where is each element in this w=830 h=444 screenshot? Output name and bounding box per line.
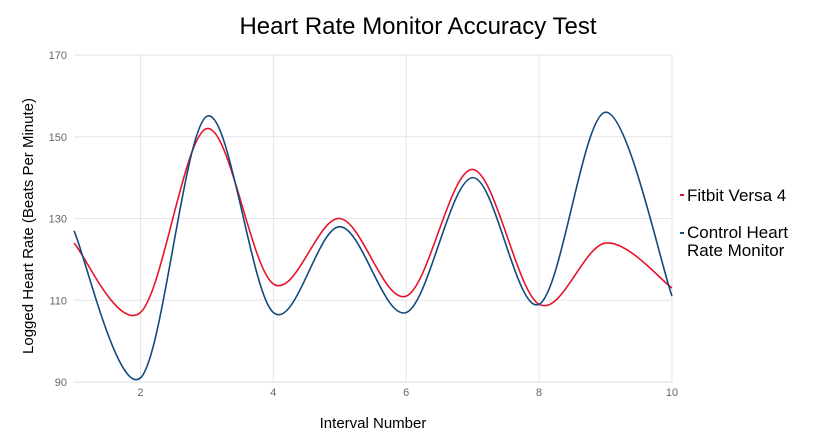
- x-tick-label: 10: [666, 387, 678, 399]
- series-line-fitbit: [73, 127, 673, 317]
- legend-label: Control Heart Rate Monitor: [687, 223, 793, 260]
- y-tick-label: 130: [49, 214, 67, 226]
- series-lines: [73, 111, 673, 381]
- y-tick-label: 90: [55, 377, 67, 389]
- legend-label-line: Rate Monitor: [687, 241, 785, 260]
- y-axis-ticks: 90 110 130 150 170: [49, 50, 67, 389]
- x-tick-label: 2: [137, 387, 143, 399]
- gridlines: [74, 54, 673, 383]
- series-line-control: [73, 111, 673, 381]
- x-tick-label: 4: [270, 387, 276, 399]
- y-tick-label: 150: [49, 132, 67, 144]
- chart-title: Heart Rate Monitor Accuracy Test: [239, 13, 596, 40]
- legend-label: Fitbit Versa 4: [687, 186, 786, 205]
- x-axis-ticks: 2 4 6 8 10: [137, 387, 678, 399]
- x-tick-label: 8: [536, 387, 542, 399]
- legend-item-control[interactable]: Control Heart Rate Monitor: [680, 223, 793, 260]
- y-tick-label: 110: [49, 295, 67, 307]
- legend-item-fitbit[interactable]: Fitbit Versa 4: [680, 186, 786, 205]
- x-tick-label: 6: [403, 387, 409, 399]
- y-tick-label: 170: [49, 50, 67, 62]
- legend: Fitbit Versa 4 Control Heart Rate Monito…: [680, 186, 793, 260]
- x-axis-label: Interval Number: [320, 415, 427, 432]
- y-axis-label: Logged Heart Rate (Beats Per Minute): [20, 98, 37, 354]
- legend-label-line: Control Heart: [687, 223, 788, 242]
